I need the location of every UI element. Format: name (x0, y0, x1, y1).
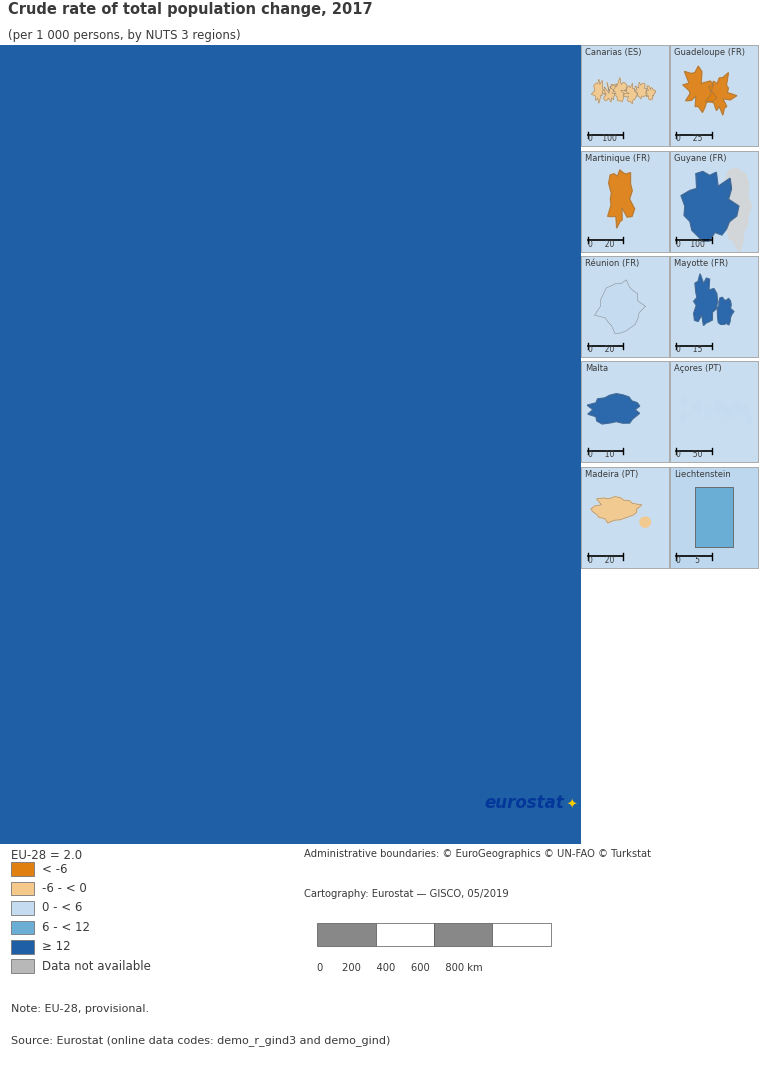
Text: Canarias (ES): Canarias (ES) (585, 48, 641, 57)
Text: 0    100: 0 100 (587, 134, 616, 143)
Text: Liechtenstein: Liechtenstein (674, 470, 730, 478)
Text: Mayotte (FR): Mayotte (FR) (674, 259, 728, 268)
Polygon shape (640, 517, 651, 527)
Polygon shape (594, 280, 645, 333)
Polygon shape (680, 396, 686, 406)
Bar (11, 882, 34, 895)
Text: 6 - < 12: 6 - < 12 (42, 921, 90, 934)
Polygon shape (715, 400, 723, 415)
Polygon shape (694, 274, 717, 326)
Text: Note: EU-28, provisional.: Note: EU-28, provisional. (11, 1004, 150, 1014)
Polygon shape (621, 83, 638, 103)
Text: 0 - < 6: 0 - < 6 (42, 902, 82, 915)
Polygon shape (610, 77, 629, 102)
Text: (per 1 000 persons, by NUTS 3 regions): (per 1 000 persons, by NUTS 3 regions) (8, 29, 240, 42)
Text: Guyane (FR): Guyane (FR) (674, 154, 727, 162)
Polygon shape (29, 45, 448, 708)
Bar (11, 940, 34, 954)
Text: EU-28 = 2.0: EU-28 = 2.0 (11, 849, 83, 862)
Text: Açores (PT): Açores (PT) (674, 364, 721, 373)
Text: Réunion (FR): Réunion (FR) (585, 259, 639, 268)
Bar (318, 923, 375, 946)
Text: 0     10: 0 10 (587, 450, 614, 459)
Text: Martinique (FR): Martinique (FR) (585, 154, 650, 162)
Polygon shape (717, 298, 734, 325)
Polygon shape (634, 83, 648, 99)
Text: 0     50: 0 50 (676, 450, 703, 459)
Bar (11, 862, 34, 876)
Text: 0      200     400     600     800 km: 0 200 400 600 800 km (318, 963, 483, 973)
Bar (434, 923, 492, 946)
Polygon shape (17, 149, 75, 197)
Polygon shape (70, 341, 93, 373)
Text: Crude rate of total population change, 2017: Crude rate of total population change, 2… (8, 2, 372, 17)
Text: 0     20: 0 20 (587, 240, 614, 248)
Polygon shape (746, 415, 752, 425)
Polygon shape (239, 117, 372, 292)
Text: 0    100: 0 100 (676, 240, 705, 248)
Polygon shape (723, 406, 733, 418)
Polygon shape (608, 170, 635, 228)
Polygon shape (87, 325, 128, 397)
Text: Data not available: Data not available (42, 960, 151, 973)
Text: 0      5: 0 5 (676, 556, 701, 564)
Bar (11, 959, 34, 973)
Text: ✦: ✦ (563, 799, 578, 812)
Polygon shape (591, 497, 642, 524)
Polygon shape (646, 86, 655, 100)
Polygon shape (705, 406, 713, 417)
Polygon shape (733, 401, 742, 413)
Bar (492, 923, 550, 946)
Text: 0     20: 0 20 (587, 556, 614, 564)
Text: < -6: < -6 (42, 862, 68, 876)
Text: eurostat: eurostat (484, 794, 564, 812)
Text: 0     20: 0 20 (587, 345, 614, 354)
Text: Guadeloupe (FR): Guadeloupe (FR) (674, 48, 745, 57)
Text: 0     15: 0 15 (676, 345, 703, 354)
Text: Malta: Malta (585, 364, 608, 373)
Polygon shape (693, 401, 701, 413)
Polygon shape (681, 172, 739, 241)
Text: 0     25: 0 25 (676, 134, 703, 143)
Polygon shape (682, 67, 717, 113)
Text: Source: Eurostat (online data codes: demo_r_gind3 and demo_gind): Source: Eurostat (online data codes: dem… (11, 1035, 391, 1046)
Bar (11, 901, 34, 915)
Text: -6 - < 0: -6 - < 0 (42, 883, 87, 895)
Text: Madeira (PT): Madeira (PT) (585, 470, 638, 478)
Bar (11, 920, 34, 934)
Polygon shape (681, 412, 686, 422)
Polygon shape (741, 404, 749, 418)
Polygon shape (705, 73, 737, 115)
Bar (695, 487, 733, 547)
Polygon shape (587, 393, 640, 424)
Text: Administrative boundaries: © EuroGeographics © UN-FAO © Turkstat: Administrative boundaries: © EuroGeograp… (304, 849, 651, 859)
Polygon shape (602, 83, 617, 102)
Text: ≥ 12: ≥ 12 (42, 941, 71, 954)
Polygon shape (591, 80, 606, 103)
Text: Cartography: Eurostat — GISCO, 05/2019: Cartography: Eurostat — GISCO, 05/2019 (304, 889, 508, 899)
Bar (375, 923, 434, 946)
